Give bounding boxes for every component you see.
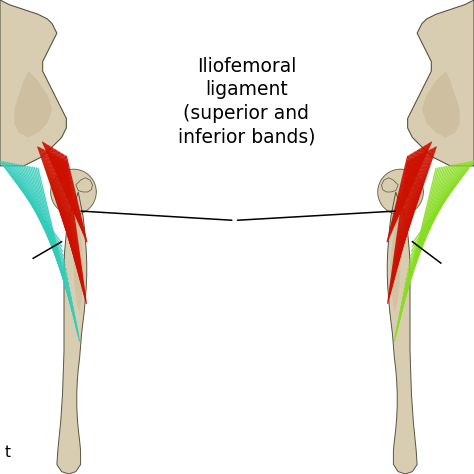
Polygon shape: [387, 192, 417, 474]
Text: Iliofemoral
ligament
(superior and
inferior bands): Iliofemoral ligament (superior and infer…: [178, 57, 315, 146]
Polygon shape: [14, 71, 52, 137]
Polygon shape: [422, 71, 460, 137]
Polygon shape: [51, 169, 96, 215]
Polygon shape: [382, 178, 398, 192]
Polygon shape: [57, 192, 87, 474]
Polygon shape: [76, 178, 92, 192]
Polygon shape: [0, 0, 66, 166]
Polygon shape: [391, 209, 401, 313]
Polygon shape: [73, 209, 83, 313]
Text: t: t: [5, 445, 11, 460]
Polygon shape: [378, 169, 423, 215]
Polygon shape: [408, 0, 474, 166]
